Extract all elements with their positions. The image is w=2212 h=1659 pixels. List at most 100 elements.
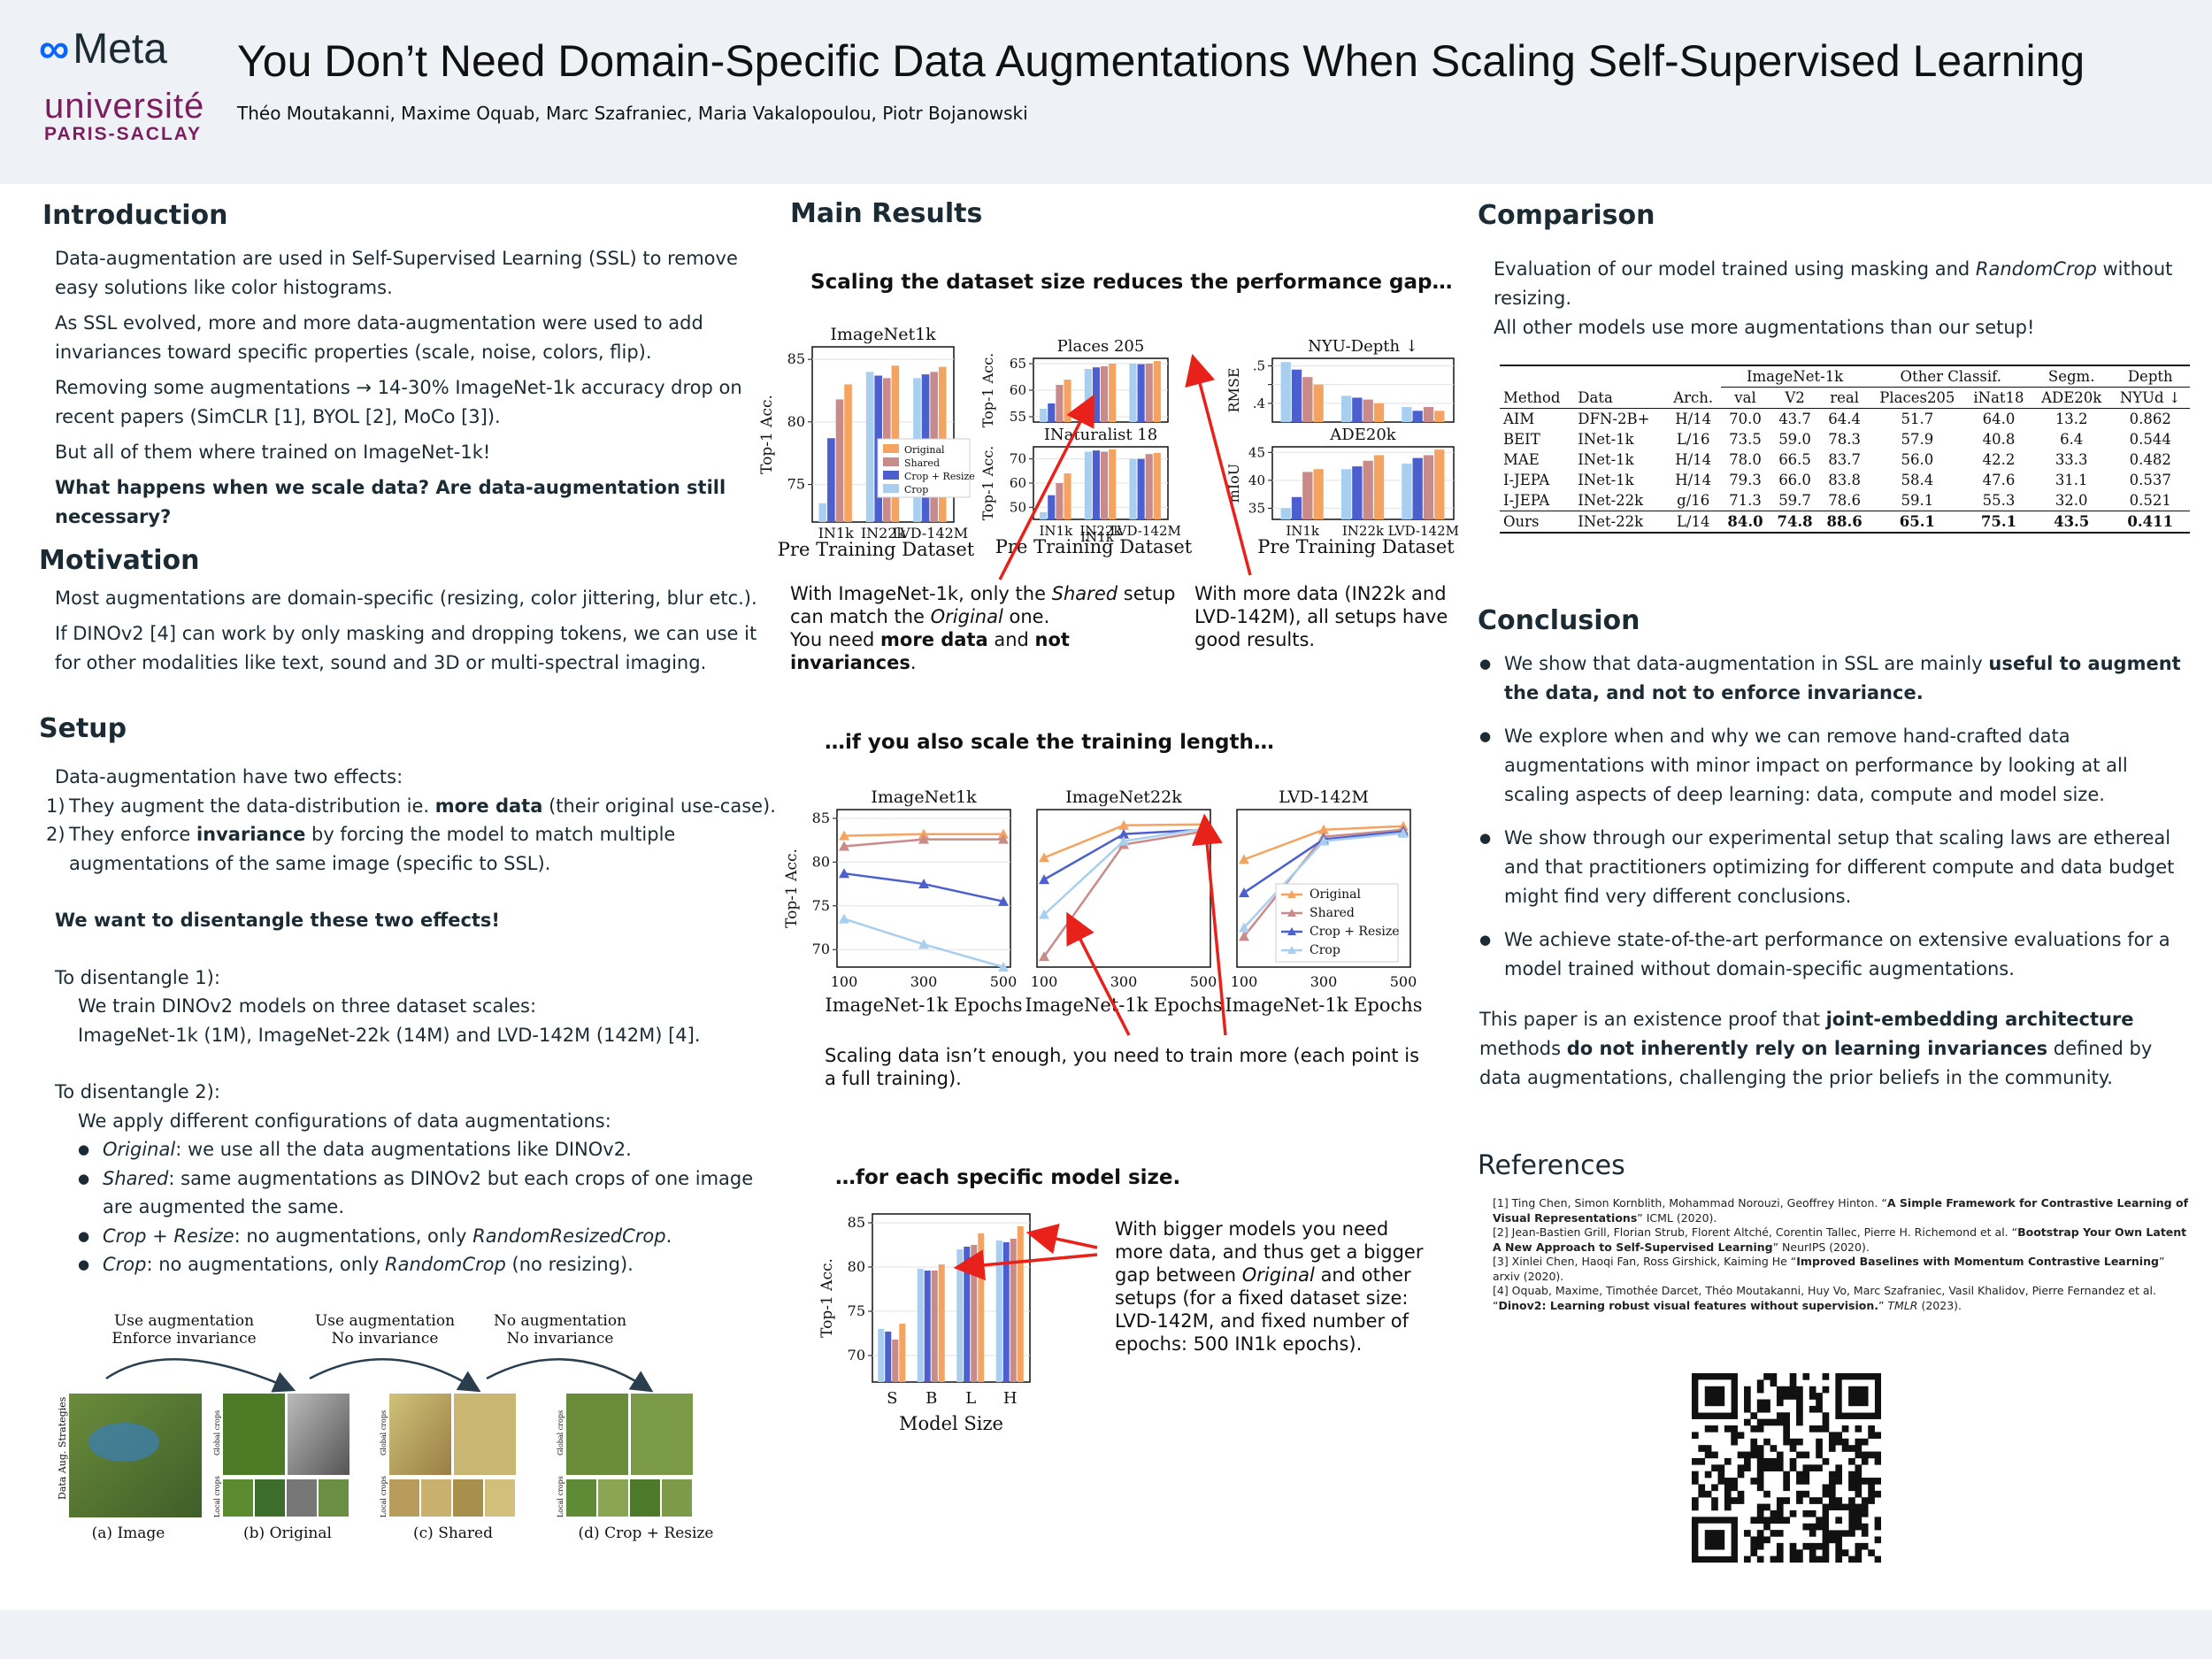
qr-module <box>1848 1555 1855 1563</box>
qr-module <box>1704 1386 1725 1407</box>
qr-module <box>1756 1509 1764 1517</box>
qr-module <box>1770 1457 1778 1465</box>
qr-module <box>1704 1425 1712 1432</box>
qr-module <box>1776 1457 1784 1465</box>
qr-module <box>1809 1509 1816 1517</box>
comparison-text: Evaluation of our model trained using ma… <box>1494 258 2173 338</box>
qr-module <box>1855 1503 1863 1511</box>
qr-module <box>1835 1542 1843 1550</box>
augmentation-strategies-figure: Use augmentation Enforce invariance Use … <box>57 1312 714 1542</box>
qr-module <box>1744 1393 1751 1400</box>
qr-module <box>1789 1373 1797 1380</box>
table-cell: 0.544 <box>2129 431 2171 448</box>
qr-module <box>1796 1549 1803 1556</box>
qr-module <box>1809 1425 1816 1432</box>
main-results-heading: Main Results <box>790 198 983 229</box>
qr-module <box>1783 1478 1790 1485</box>
qr-module <box>1737 1471 1745 1479</box>
qr-module <box>1809 1530 1816 1537</box>
table-cell: I-JEPA <box>1503 472 1550 488</box>
qr-module <box>1874 1523 1881 1531</box>
table-cell: 59.7 <box>1778 492 1811 509</box>
qr-module <box>1744 1399 1751 1407</box>
qr-module <box>1756 1517 1764 1525</box>
table-cell: INet-1k <box>1578 451 1634 468</box>
qr-module <box>1783 1418 1790 1426</box>
qr-module <box>1756 1503 1764 1511</box>
qr-module <box>1816 1523 1823 1531</box>
qr-module <box>1796 1471 1803 1479</box>
qr-module <box>1809 1464 1816 1471</box>
qr-module <box>1750 1517 1758 1525</box>
qr-module <box>1770 1530 1778 1537</box>
list-item: Shared: same augmentations as DINOv2 but… <box>78 1164 780 1222</box>
qr-module <box>1816 1517 1823 1525</box>
qr-module <box>1848 1484 1855 1492</box>
qr-module <box>1776 1399 1784 1407</box>
qr-module <box>1789 1542 1797 1550</box>
global-crops-label: Global crops <box>557 1410 565 1455</box>
table-cell: 42.2 <box>1982 451 2016 468</box>
table-cell: 31.1 <box>2055 472 2088 488</box>
table-row-ours: Ours INet-22k L/14 84.0 74.8 88.6 65.1 7… <box>1500 511 2190 533</box>
global-crops-label: Global crops <box>213 1410 221 1455</box>
fig-top-label: Enforce invariance <box>111 1330 256 1348</box>
qr-module <box>1750 1412 1758 1419</box>
table-cell: 66.5 <box>1778 451 1811 468</box>
qr-module <box>1776 1393 1784 1400</box>
table-cell: 64.0 <box>1982 411 2016 427</box>
qr-module <box>1828 1490 1836 1498</box>
qr-module <box>1841 1438 1849 1446</box>
qr-module <box>1724 1497 1732 1504</box>
table-body: AIM DFN-2B+ H/14 70.0 43.7 64.4 51.7 64.0 13.2 0.… <box>1500 409 2190 511</box>
qr-module <box>1828 1438 1836 1446</box>
qr-module <box>1724 1478 1732 1485</box>
setup-heading: Setup <box>39 713 127 744</box>
qr-module <box>1822 1484 1830 1492</box>
table-group-header: ImageNet-1k Other Classif. Segm. Depth <box>1500 365 2190 388</box>
setup-item-1: 1) They augment the data-distribution ie.… <box>46 795 776 817</box>
fig-top-label: No invariance <box>332 1330 439 1348</box>
qr-module <box>1822 1555 1830 1563</box>
qr-module <box>1711 1497 1718 1504</box>
fig-caption: (d) Crop + Resize <box>579 1525 714 1542</box>
qr-module <box>1816 1464 1823 1471</box>
qr-module <box>1750 1445 1758 1452</box>
qr-code[interactable] <box>1692 1373 1881 1563</box>
table-cell: MAE <box>1503 451 1540 468</box>
qr-module <box>1783 1393 1790 1400</box>
qr-module <box>1770 1555 1778 1563</box>
qr-module <box>1861 1542 1869 1550</box>
qr-module <box>1796 1405 1803 1413</box>
qr-module <box>1796 1393 1803 1400</box>
qr-module <box>1861 1457 1869 1465</box>
qr-module <box>1855 1464 1863 1471</box>
qr-module <box>1750 1542 1758 1550</box>
table-cell: 40.8 <box>1982 431 2016 448</box>
qr-module <box>1816 1393 1823 1400</box>
qr-module <box>1855 1471 1863 1479</box>
qr-module <box>1848 1445 1855 1452</box>
qr-module <box>1861 1530 1869 1537</box>
qr-module <box>1756 1418 1764 1426</box>
qr-module <box>1816 1438 1823 1446</box>
meta-logo: ∞Meta <box>39 26 167 73</box>
qr-module <box>1770 1517 1778 1525</box>
qr-module <box>1855 1555 1863 1563</box>
conclusion-heading: Conclusion <box>1478 605 1640 636</box>
qr-module <box>1822 1418 1830 1426</box>
qr-module <box>1868 1549 1875 1556</box>
qr-module <box>1802 1509 1810 1517</box>
qr-module <box>1828 1471 1836 1479</box>
global-crop-thumbnail <box>566 1394 628 1475</box>
qr-module <box>1750 1478 1758 1485</box>
qr-module <box>1874 1555 1881 1563</box>
qr-module <box>1776 1509 1784 1517</box>
qr-module <box>1704 1530 1725 1550</box>
table-cell: 57.9 <box>1901 431 1934 448</box>
table-cell: 0.537 <box>2129 472 2171 488</box>
intro-heading: Introduction <box>42 200 228 231</box>
poster-header: ∞Meta université PARIS-SACLAY You Don’t … <box>0 0 2212 184</box>
table-cell: 32.0 <box>2055 492 2088 509</box>
qr-module <box>1731 1478 1738 1485</box>
